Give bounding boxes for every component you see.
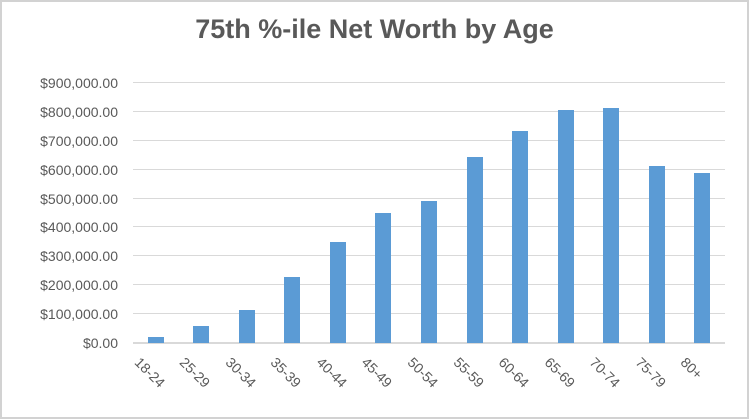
x-axis-line <box>133 342 725 344</box>
x-axis-tick-label: 75-79 <box>632 354 670 391</box>
bar-25-29 <box>193 326 210 343</box>
bar-35-39 <box>284 277 301 343</box>
x-axis-tick-label: 35-39 <box>268 354 305 391</box>
gridline <box>133 110 725 112</box>
bar-18-24 <box>147 337 164 343</box>
y-axis-tick-label: $400,000.00 <box>40 219 118 236</box>
y-axis-tick-label: $200,000.00 <box>40 277 118 294</box>
gridline <box>133 139 725 141</box>
x-axis-tick-label: 80+ <box>677 354 707 383</box>
bar-70-74 <box>603 108 620 343</box>
gridline <box>133 197 725 199</box>
bar-60-64 <box>512 131 529 343</box>
x-axis-tick-label: 45-49 <box>359 354 396 391</box>
y-axis-tick-label: $900,000.00 <box>40 75 118 91</box>
x-axis-tick-label: 18-24 <box>131 354 169 391</box>
x-axis-tick-label: 25-29 <box>176 354 214 391</box>
gridline <box>133 82 725 83</box>
x-axis-tick-label: 55-59 <box>450 354 487 391</box>
y-axis-tick-label: $500,000.00 <box>40 190 118 207</box>
y-axis-tick-label: $800,000.00 <box>40 103 118 120</box>
y-axis-tick-label: $700,000.00 <box>40 132 118 149</box>
x-axis-tick-label: 60-64 <box>495 354 533 391</box>
y-axis-tick-label: $300,000.00 <box>40 248 118 265</box>
gridline <box>133 168 725 170</box>
x-axis-tick-label: 70-74 <box>586 354 624 391</box>
bar-30-34 <box>238 310 255 343</box>
x-axis-tick-label: 65-69 <box>541 354 578 391</box>
x-axis-tick-label: 50-54 <box>404 354 442 391</box>
bar-65-69 <box>557 110 574 343</box>
chart-title: 75th %-ile Net Worth by Age <box>195 14 554 44</box>
x-axis-tick-label: 40-44 <box>313 354 351 391</box>
bar-40-44 <box>329 242 346 343</box>
x-axis-tick-label: 30-34 <box>222 354 260 391</box>
y-axis-tick-label: $0.00 <box>82 335 118 351</box>
bar-75-79 <box>648 166 665 343</box>
y-axis-tick-label: $100,000.00 <box>40 306 118 323</box>
bar-55-59 <box>466 157 483 343</box>
bar-45-49 <box>375 213 392 343</box>
bar-50-54 <box>421 201 437 343</box>
y-axis-tick-label: $600,000.00 <box>40 161 118 178</box>
bar-80+ <box>694 173 711 343</box>
